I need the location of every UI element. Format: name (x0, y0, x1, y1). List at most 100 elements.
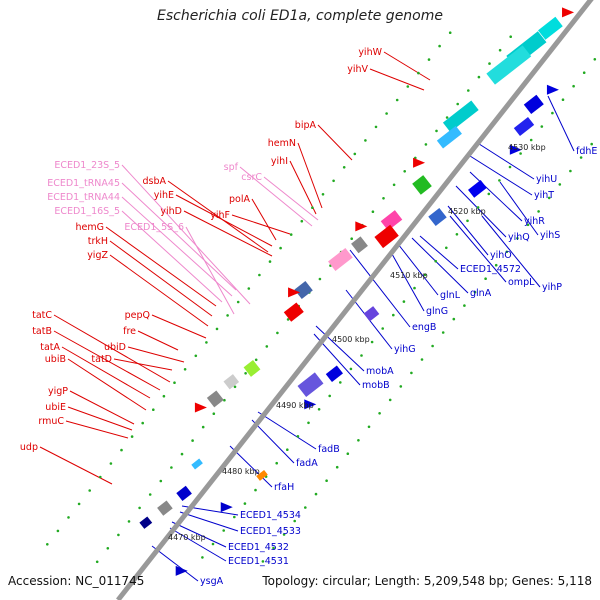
tick-dot (423, 273, 427, 277)
tick-dot (127, 520, 131, 523)
gene-label-right: fadA (296, 458, 318, 469)
label-leader (289, 160, 317, 215)
tick-dot (374, 125, 378, 129)
label-leader (169, 527, 227, 562)
label-leader (469, 171, 523, 222)
gene-label-left: csrC (241, 172, 262, 183)
label-leader (113, 358, 173, 371)
label-leader (251, 198, 277, 241)
summary-text: Topology: circular; Length: 5,209,548 bp… (262, 574, 592, 588)
gene-label-right: glnL (440, 290, 461, 301)
tick-dot (120, 448, 123, 452)
gene-feature (468, 180, 487, 198)
tick-dot (222, 529, 225, 532)
tick-dot (420, 358, 424, 361)
tick-dot (293, 519, 297, 523)
gene-feature (157, 500, 173, 516)
gene-label-right: ECED1_4572 (460, 264, 521, 275)
tick-dot (317, 408, 321, 411)
tick-dot (529, 138, 533, 142)
label-leader (151, 545, 199, 582)
label-leader (449, 215, 507, 283)
gene-label-left: tatD (91, 354, 112, 365)
tick-dot (590, 142, 593, 146)
label-leader (369, 68, 425, 91)
tick-dot (233, 385, 237, 389)
tick-dot (509, 35, 512, 38)
tick-dot (201, 556, 204, 559)
gene-feature (442, 100, 479, 133)
tick-dot (130, 435, 134, 438)
tick-dot (526, 223, 530, 227)
label-leader (105, 226, 217, 307)
gene-label-right: fadB (318, 444, 340, 455)
gene-arrow (288, 287, 301, 298)
tick-dot (593, 58, 597, 61)
tick-dot (279, 246, 282, 250)
ruler-label: 4520 kbp (448, 207, 486, 216)
tick-dot (201, 425, 205, 429)
gene-label-left: polA (229, 194, 250, 205)
gene-feature (294, 280, 313, 300)
gene-label-right: glnG (426, 306, 448, 317)
tick-dot (441, 331, 445, 334)
gene-feature (256, 469, 268, 481)
tick-dot (353, 152, 357, 156)
gene-arrow (546, 84, 559, 95)
gene-feature (283, 302, 304, 322)
tick-dot (494, 263, 498, 267)
gene-label-right: yihQ (508, 232, 530, 243)
tick-dot (427, 58, 431, 61)
gene-feature (191, 458, 203, 470)
tick-dot (335, 465, 339, 469)
tick-dot (388, 398, 392, 402)
tick-dot (484, 277, 487, 281)
tick-dot (385, 112, 388, 115)
tick-dot (342, 166, 346, 169)
map-title: Escherichia coli ED1a, complete genome (157, 8, 443, 24)
gene-label-left: ECED1_5S_6 (124, 222, 184, 233)
tick-dot (364, 139, 367, 142)
tick-dot (448, 31, 452, 34)
tick-dot (314, 492, 318, 496)
tick-dot (148, 493, 152, 496)
tick-dot (296, 435, 300, 438)
tick-dot (328, 394, 332, 398)
tick-dot (243, 502, 247, 505)
gene-feature (223, 374, 240, 390)
tick-dot (233, 515, 236, 519)
gene-label-left: ubiD (104, 342, 126, 353)
gene-feature (412, 175, 432, 195)
tick-dot (402, 300, 406, 303)
gene-arrow (175, 565, 188, 576)
tick-dot (223, 398, 226, 402)
gene-label-right: yihR (524, 216, 545, 227)
tick-dot (191, 439, 194, 442)
ruler-label: 4480 kbp (222, 467, 260, 476)
tick-dot (109, 462, 113, 465)
tick-dot (159, 479, 163, 483)
tick-dot (357, 439, 360, 442)
tick-dot (286, 318, 290, 321)
tick-dot (226, 314, 229, 317)
tick-dot (519, 152, 522, 155)
gene-label-right: yihU (536, 174, 557, 185)
tick-dot (561, 98, 565, 101)
gene-feature (428, 207, 447, 227)
tick-dot (304, 506, 307, 509)
tick-dot (349, 367, 353, 371)
label-leader (547, 95, 575, 152)
label-leader (251, 419, 295, 464)
gene-label-right: yihS (540, 230, 560, 241)
gene-label-left: pepQ (125, 310, 150, 321)
tick-dot (212, 412, 216, 416)
tick-dot (370, 340, 374, 344)
label-leader (391, 253, 425, 312)
tick-dot (505, 250, 509, 254)
tick-dot (194, 354, 198, 358)
label-leader (397, 243, 439, 296)
gene-label-left: ECED1_tRNA44 (47, 192, 120, 203)
